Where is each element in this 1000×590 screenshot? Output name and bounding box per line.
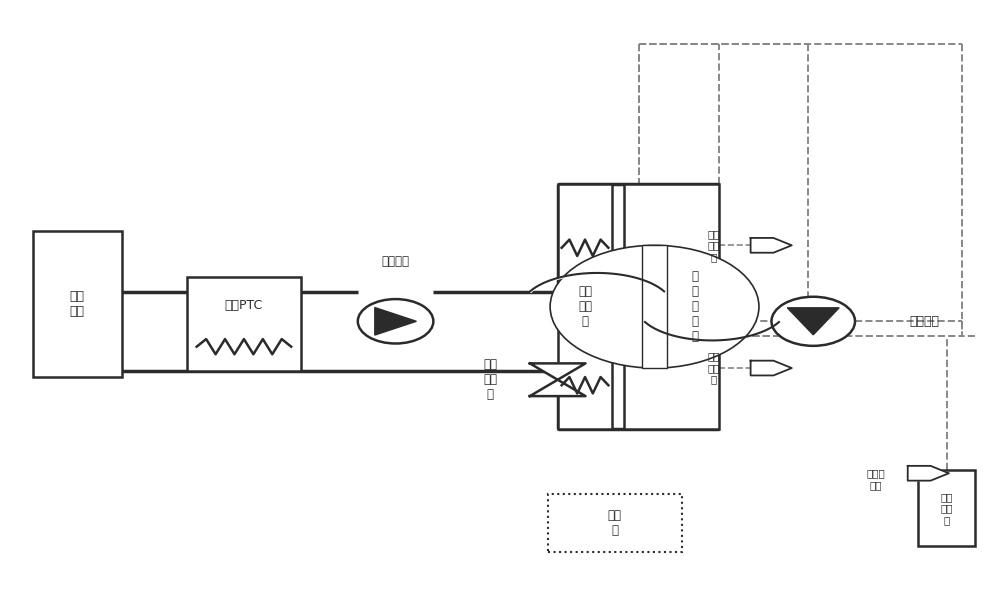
Polygon shape [751, 360, 792, 375]
Text: 电池
器: 电池 器 [608, 509, 622, 537]
Text: 水温
传感
器: 水温 传感 器 [708, 229, 720, 262]
Circle shape [550, 245, 759, 368]
Bar [187, 277, 301, 371]
Text: 水温
传感
器: 水温 传感 器 [708, 352, 720, 385]
Text: 水热PTC: 水热PTC [225, 299, 263, 312]
Circle shape [771, 297, 855, 346]
Polygon shape [530, 363, 586, 380]
Text: 温度传
感器: 温度传 感器 [867, 468, 885, 490]
Polygon shape [530, 380, 586, 396]
Bar [33, 231, 122, 377]
Bar [548, 494, 682, 552]
Text: 液冷
换热
器: 液冷 换热 器 [578, 285, 592, 328]
Bar [918, 470, 975, 546]
Text: 电堆水泵: 电堆水泵 [910, 315, 940, 328]
Polygon shape [751, 238, 792, 253]
Bar [624, 184, 719, 430]
Text: 暖风水泵: 暖风水泵 [382, 255, 410, 268]
Polygon shape [375, 307, 416, 335]
Text: 电
堆
散
热
器: 电 堆 散 热 器 [692, 270, 699, 343]
Circle shape [358, 299, 433, 343]
Text: 冷却
液水
箱: 冷却 液水 箱 [940, 491, 953, 525]
Text: 常闭
截止
阀: 常闭 截止 阀 [483, 358, 497, 401]
Polygon shape [908, 466, 949, 481]
Polygon shape [787, 308, 839, 335]
Bar [642, 245, 667, 368]
Text: 暖风
芯体: 暖风 芯体 [70, 290, 85, 318]
Bar [558, 184, 612, 430]
